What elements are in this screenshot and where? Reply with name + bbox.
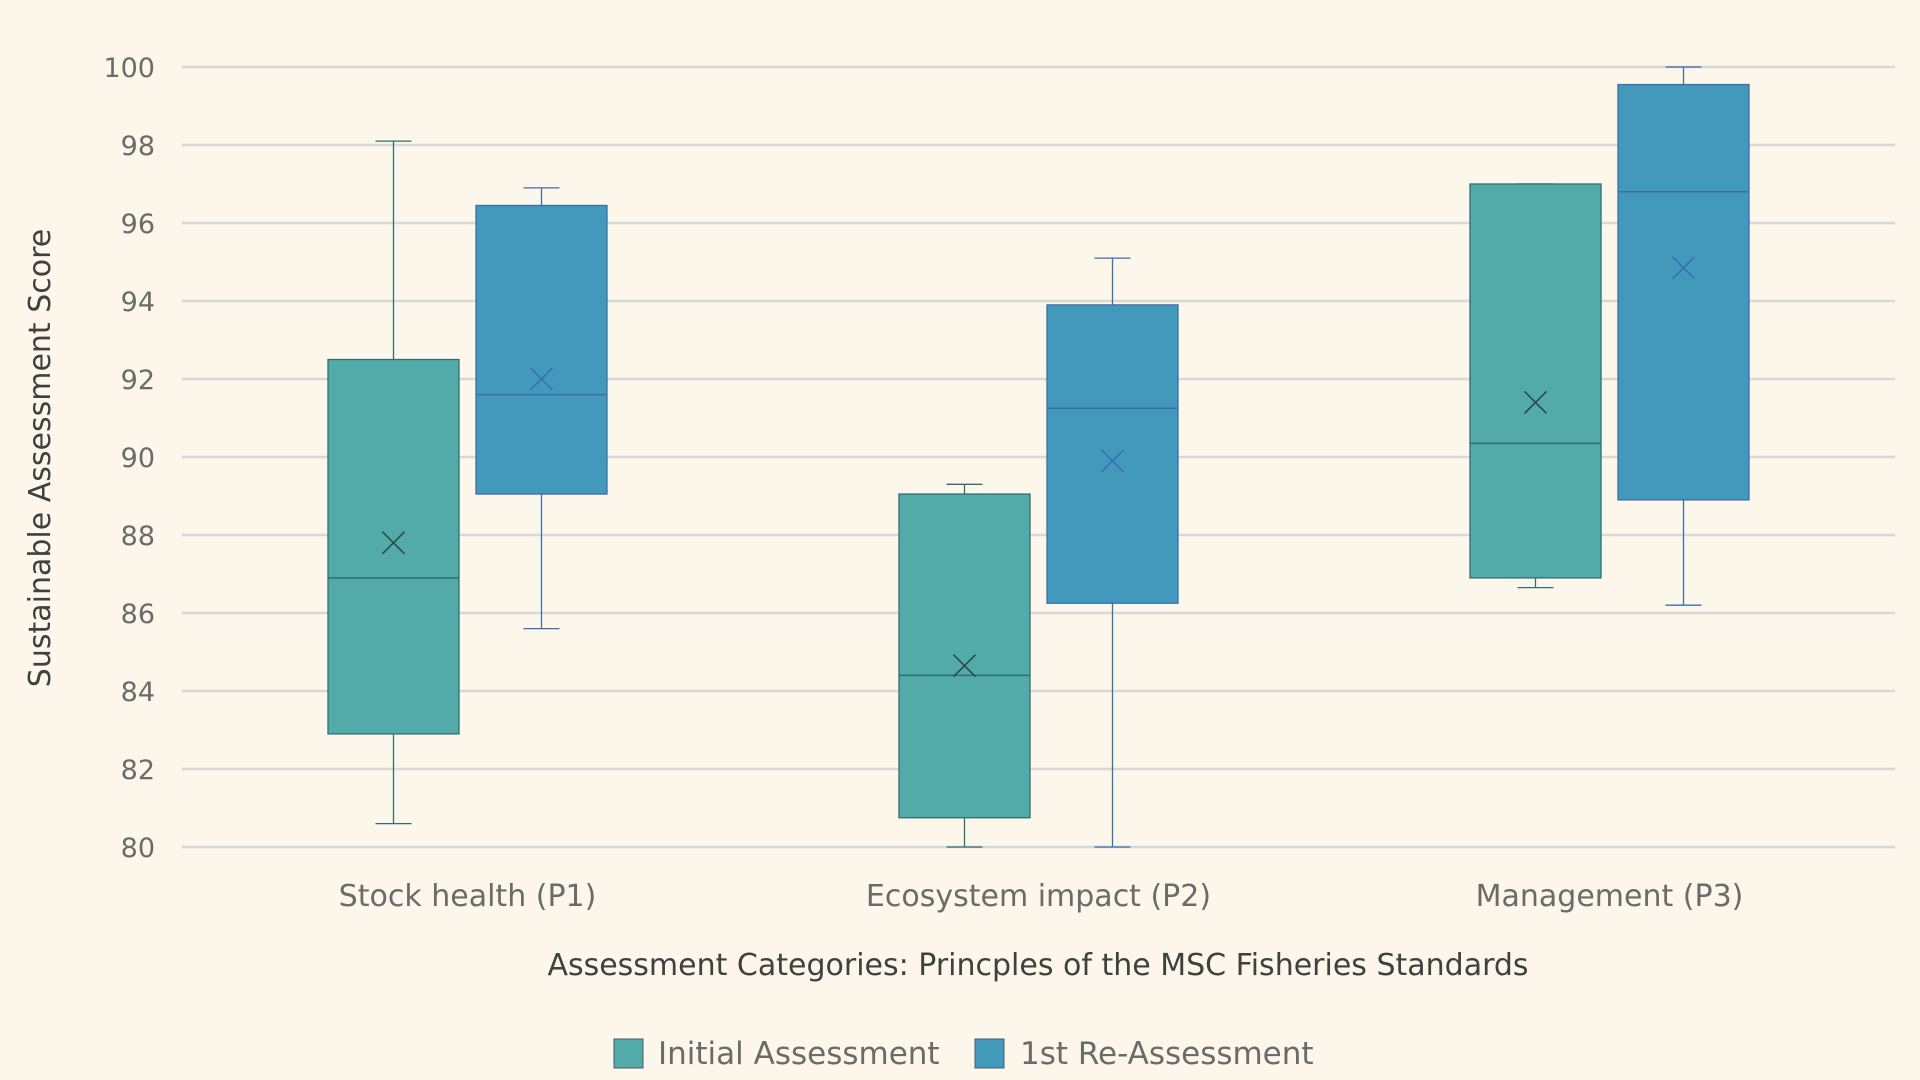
box-reassessment: [1617, 66, 1750, 606]
y-axis-title: Sustainable Assessment Score: [23, 229, 58, 687]
box-initial: [327, 140, 460, 825]
box-reassessment: [1046, 257, 1179, 848]
x-category-label: Stock health (P1): [339, 879, 597, 914]
box-iqr: [898, 493, 1031, 819]
y-axis-ticks: 80 82 84 86 88 90 92 94 96 98 100: [103, 53, 155, 864]
y-tick-label: 80: [121, 833, 155, 864]
mean-marker: [381, 531, 406, 555]
legend: Initial Assessment 1st Re-Assessment: [613, 1036, 1314, 1072]
x-axis-title: Assessment Categories: Princples of the …: [547, 948, 1528, 983]
y-tick-label: 84: [121, 677, 155, 708]
x-category-label: Management (P3): [1476, 879, 1744, 914]
y-tick-label: 98: [121, 131, 155, 162]
box-series: [327, 66, 1750, 848]
y-tick-label: 92: [121, 365, 155, 396]
y-tick-label: 94: [121, 287, 155, 318]
x-category-label: Ecosystem impact (P2): [866, 879, 1211, 914]
mean-marker: [1671, 256, 1696, 280]
y-tick-label: 88: [121, 521, 155, 552]
gridlines: [182, 65, 1895, 849]
mean-marker: [529, 367, 554, 391]
legend-swatch-initial: [613, 1038, 644, 1069]
box-iqr: [1617, 83, 1750, 501]
box-iqr: [327, 358, 460, 735]
legend-swatch-reassessment: [974, 1038, 1005, 1069]
legend-label-reassessment: 1st Re-Assessment: [1020, 1036, 1314, 1072]
y-tick-label: 82: [121, 755, 155, 786]
box-iqr: [1046, 304, 1179, 604]
mean-marker: [952, 654, 977, 678]
x-axis-categories: Stock health (P1) Ecosystem impact (P2) Ma…: [339, 879, 1744, 914]
y-tick-label: 90: [121, 443, 155, 474]
y-tick-label: 100: [103, 53, 155, 84]
y-tick-label: 86: [121, 599, 155, 630]
box-reassessment: [475, 187, 608, 630]
box-initial: [1469, 183, 1602, 589]
mean-marker: [1523, 390, 1548, 414]
box-initial: [898, 483, 1031, 848]
box-iqr: [475, 204, 608, 495]
mean-marker: [1100, 449, 1125, 473]
legend-label-initial: Initial Assessment: [658, 1036, 940, 1072]
box-iqr: [1469, 183, 1602, 579]
y-tick-label: 96: [121, 209, 155, 240]
